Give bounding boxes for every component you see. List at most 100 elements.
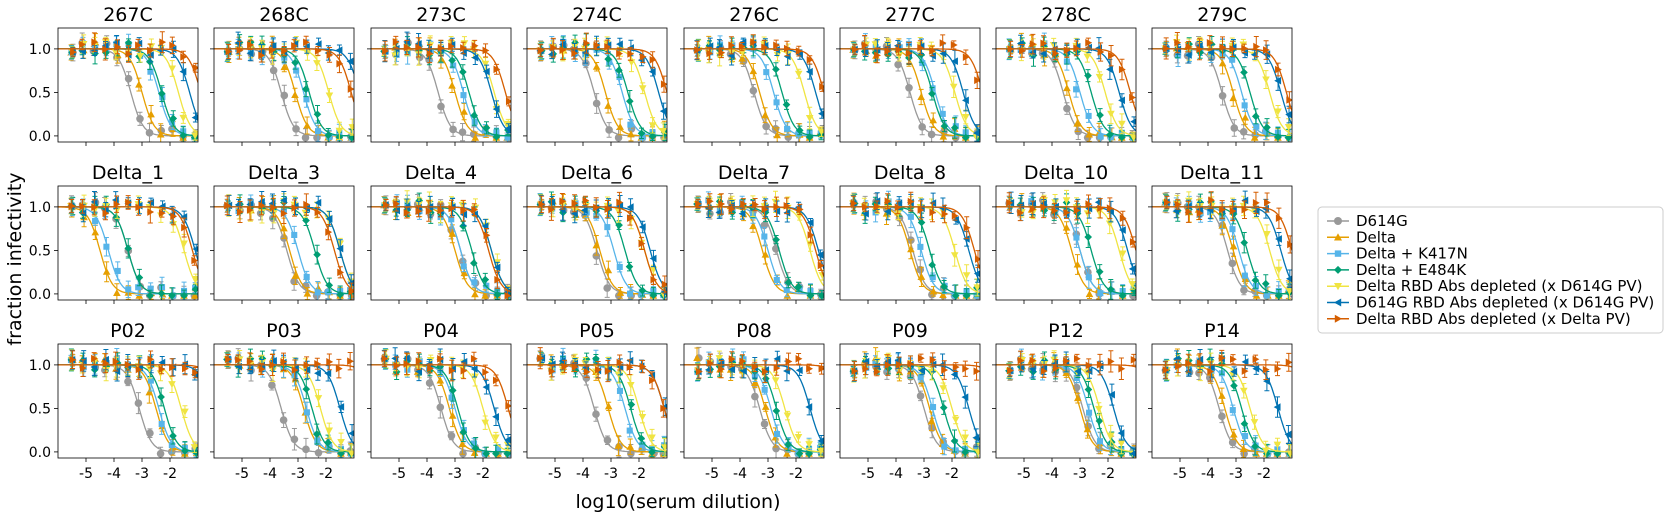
data-point <box>269 367 277 375</box>
plot-area <box>58 31 198 142</box>
data-point <box>146 429 154 437</box>
data-point <box>192 64 198 72</box>
data-point <box>470 259 478 267</box>
data-point <box>905 49 913 58</box>
data-point <box>312 430 321 438</box>
data-point <box>1097 48 1105 56</box>
data-point <box>1263 292 1270 299</box>
data-point <box>1040 39 1048 48</box>
data-point <box>650 275 658 284</box>
data-point <box>1073 86 1080 93</box>
data-point <box>147 68 154 75</box>
plot-area <box>58 348 198 458</box>
data-point <box>291 58 299 67</box>
data-point <box>785 357 793 366</box>
data-point <box>795 366 803 375</box>
data-point <box>103 243 110 250</box>
series-6 <box>527 32 667 93</box>
data-point <box>1250 133 1259 141</box>
series-6 <box>684 193 824 277</box>
data-point <box>1118 133 1126 142</box>
data-point <box>314 369 321 378</box>
data-point <box>280 224 288 232</box>
series-6 <box>840 191 980 270</box>
data-point <box>1162 366 1170 374</box>
data-point <box>916 265 925 274</box>
data-point <box>493 65 501 74</box>
data-point <box>1019 47 1026 55</box>
data-point <box>180 53 188 61</box>
data-point <box>583 39 591 47</box>
data-point <box>1107 110 1115 118</box>
panel-frame <box>995 343 1137 459</box>
series-3 <box>527 33 667 142</box>
data-point <box>1130 118 1136 125</box>
data-point <box>325 427 334 435</box>
panel-frame <box>526 27 668 143</box>
data-point <box>91 203 99 212</box>
data-point <box>1241 358 1249 366</box>
data-point <box>492 376 500 385</box>
data-point <box>1050 356 1058 364</box>
data-point <box>961 434 970 442</box>
data-point <box>740 200 748 208</box>
data-point <box>302 385 311 393</box>
data-point <box>481 275 490 284</box>
data-point <box>1240 238 1249 247</box>
panel-frame <box>370 343 512 459</box>
panel-frame <box>213 27 355 143</box>
data-point <box>917 44 925 52</box>
data-point <box>425 207 433 215</box>
data-point <box>156 130 165 138</box>
data-point <box>1086 409 1093 416</box>
panel-frame <box>57 27 199 143</box>
data-point <box>281 47 288 55</box>
data-point <box>962 272 971 280</box>
data-point <box>181 364 189 373</box>
data-point <box>1262 76 1270 84</box>
data-point <box>761 233 768 240</box>
data-point <box>783 201 791 210</box>
data-point <box>470 449 479 456</box>
data-point <box>168 441 175 449</box>
data-point <box>225 47 233 56</box>
data-point <box>592 354 600 363</box>
data-point <box>638 85 647 93</box>
data-point <box>917 206 925 214</box>
data-point <box>393 200 401 208</box>
data-point <box>459 222 467 230</box>
data-point <box>962 291 971 300</box>
legend-marker <box>1334 250 1342 257</box>
data-point <box>1129 450 1136 458</box>
fit-curve <box>996 206 1136 295</box>
data-point <box>460 92 467 99</box>
plot-area <box>371 190 511 300</box>
data-point <box>1051 206 1059 215</box>
legend-marker <box>1334 265 1342 274</box>
data-point <box>1230 355 1237 364</box>
data-point <box>762 122 770 131</box>
data-point <box>660 80 667 89</box>
data-point <box>1208 196 1216 205</box>
data-point <box>627 59 636 67</box>
data-point <box>929 47 937 55</box>
legend-label: Delta + E484K <box>1356 261 1467 279</box>
data-point <box>940 122 949 130</box>
data-point <box>1128 265 1136 273</box>
data-point <box>236 208 244 216</box>
data-point <box>939 39 947 47</box>
panel-title: P05 <box>579 320 615 342</box>
data-point <box>246 357 254 366</box>
data-point <box>450 62 457 69</box>
data-point <box>895 46 903 54</box>
x-tick-label: -4 <box>263 466 277 482</box>
x-tick-label: -2 <box>789 466 803 482</box>
data-point <box>627 449 635 458</box>
data-point <box>707 359 715 367</box>
plot-area <box>996 348 1136 458</box>
data-point <box>1218 354 1226 362</box>
data-point <box>761 250 770 258</box>
data-point <box>1274 133 1282 141</box>
data-point <box>817 437 824 445</box>
panel-p09: P09-5 -4 -3 -2 <box>836 320 981 482</box>
